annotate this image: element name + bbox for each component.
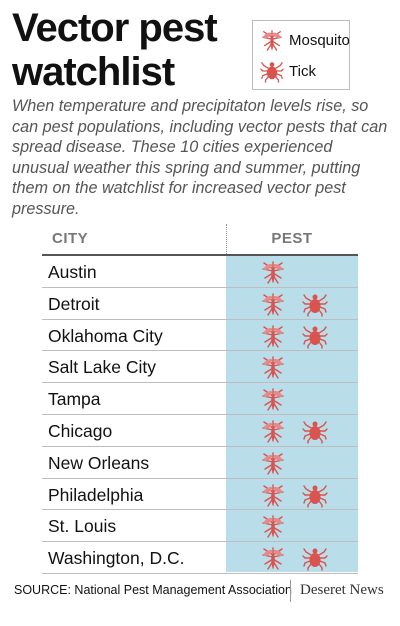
header-city: CITY <box>52 230 89 247</box>
table-row: Tampa <box>42 383 358 415</box>
mosquito-icon <box>262 324 284 348</box>
footer-divider <box>290 580 291 602</box>
table-body: Austin Detroit <box>42 256 358 574</box>
table-row: Austin <box>42 256 358 288</box>
mosquito-icon <box>262 30 282 51</box>
mosquito-icon <box>262 388 284 411</box>
pest-icons <box>226 351 358 382</box>
pest-icons <box>226 320 358 351</box>
city-name: Austin <box>48 262 97 282</box>
pest-icons <box>226 383 358 414</box>
pest-icons <box>226 415 358 446</box>
tick-icon <box>302 294 328 317</box>
city-name: Oklahoma City <box>48 325 163 346</box>
tick-icon <box>260 62 284 83</box>
pest-icons <box>226 510 358 541</box>
legend-item-tick: Tick <box>259 59 316 83</box>
table-row: Chicago <box>42 415 358 447</box>
mosquito-icon <box>262 293 284 316</box>
mosquito-icon <box>262 515 284 539</box>
city-name: St. Louis <box>48 516 117 537</box>
tick-icon <box>302 548 328 571</box>
table-row: Oklahoma City <box>42 320 358 352</box>
source-credit: SOURCE: National Pest Management Associa… <box>14 583 292 597</box>
table-row: Washington, D.C. <box>42 542 358 574</box>
city-name: Washington, D.C. <box>48 548 185 569</box>
table-row: New Orleans <box>42 447 358 479</box>
legend-mosquito-label: Mosquito <box>289 31 350 49</box>
pest-icons <box>226 288 358 319</box>
mosquito-icon <box>262 261 284 284</box>
pest-icons <box>226 479 358 510</box>
mosquito-icon <box>262 452 284 475</box>
pest-column-background <box>226 254 358 572</box>
intro-text: When temperature and precipitaton levels… <box>12 97 388 218</box>
mosquito-icon <box>262 356 284 380</box>
city-name: Philadelphia <box>48 484 144 505</box>
pest-icons <box>226 542 358 573</box>
legend-tick-label: Tick <box>289 62 316 80</box>
mosquito-icon <box>262 483 284 507</box>
table-row: Salt Lake City <box>42 351 358 384</box>
city-name: Salt Lake City <box>48 357 156 378</box>
tick-icon <box>302 484 328 508</box>
city-name: New Orleans <box>48 452 150 473</box>
city-name: Detroit <box>48 293 100 314</box>
pest-icons <box>226 447 358 478</box>
table-row: St. Louis <box>42 510 358 543</box>
header-divider <box>226 224 227 254</box>
brand-logo: Deseret News <box>300 582 384 598</box>
table-row: Philadelphia <box>42 479 358 511</box>
pest-icons <box>226 256 358 287</box>
header-pest: PEST <box>271 230 313 247</box>
mosquito-icon <box>262 420 284 443</box>
watchlist-table: CITY PEST Austin Detroit <box>42 224 358 574</box>
page-title: Vector pest watchlist <box>12 6 218 94</box>
city-name: Chicago <box>48 420 113 441</box>
city-name: Tampa <box>48 389 101 410</box>
mosquito-icon <box>262 547 284 570</box>
tick-icon <box>302 421 328 444</box>
legend-item-mosquito: Mosquito <box>259 28 350 52</box>
tick-icon <box>302 325 328 349</box>
table-header: CITY PEST <box>42 224 358 256</box>
legend: Mosquito Tick <box>252 20 350 90</box>
table-row: Detroit <box>42 288 358 320</box>
